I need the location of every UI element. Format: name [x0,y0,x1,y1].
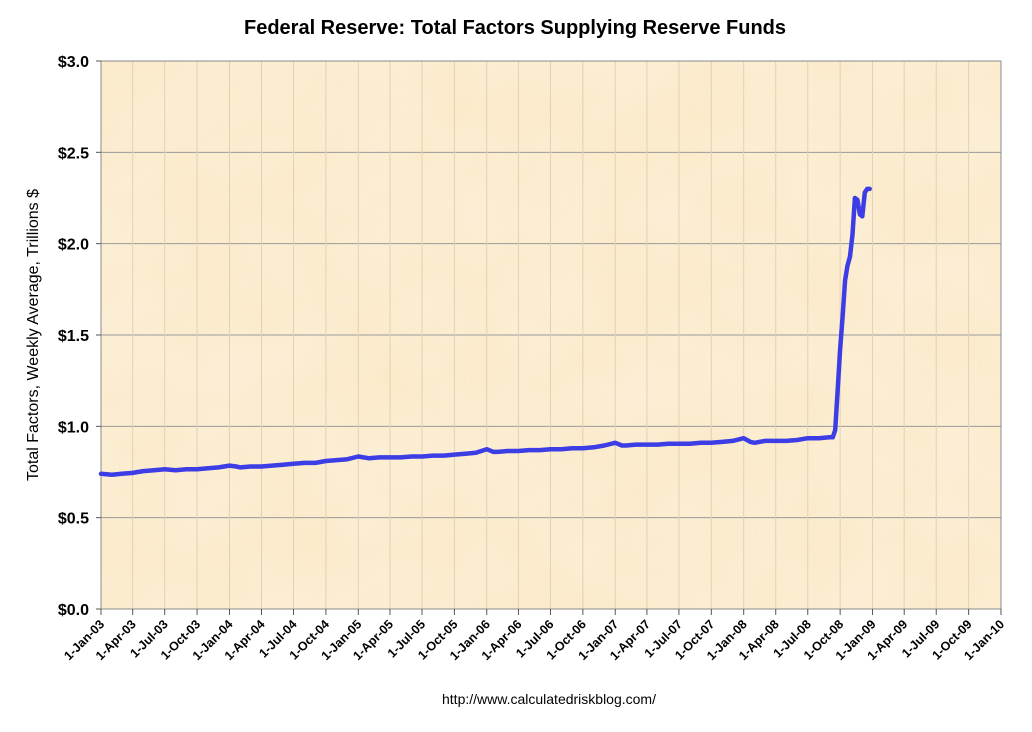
y-axis-label: Total Factors, Weekly Average, Trillions… [25,189,42,481]
chart-title: Federal Reserve: Total Factors Supplying… [244,17,786,39]
y-tick-label: $1.5 [58,328,89,345]
y-tick-label: $2.5 [58,145,89,162]
y-tick-label: $0.0 [58,602,89,619]
plot-area [100,60,1002,610]
series-line [98,186,872,477]
series-group [98,186,872,477]
y-axis-tick-labels: $0.0 $0.5 $1.0 $1.5 $2.0 $2.5 $3.0 [58,54,101,619]
x-axis-tick-labels: 1-Jan-031-Apr-031-Jul-031-Oct-031-Jan-04… [61,609,1007,663]
y-tick-label: $0.5 [58,511,89,528]
y-tick-label: $3.0 [58,54,89,71]
y-tick-label: $1.0 [58,419,89,436]
source-url: http://www.calculatedriskblog.com/ [442,691,656,707]
y-tick-label: $2.0 [58,237,89,254]
